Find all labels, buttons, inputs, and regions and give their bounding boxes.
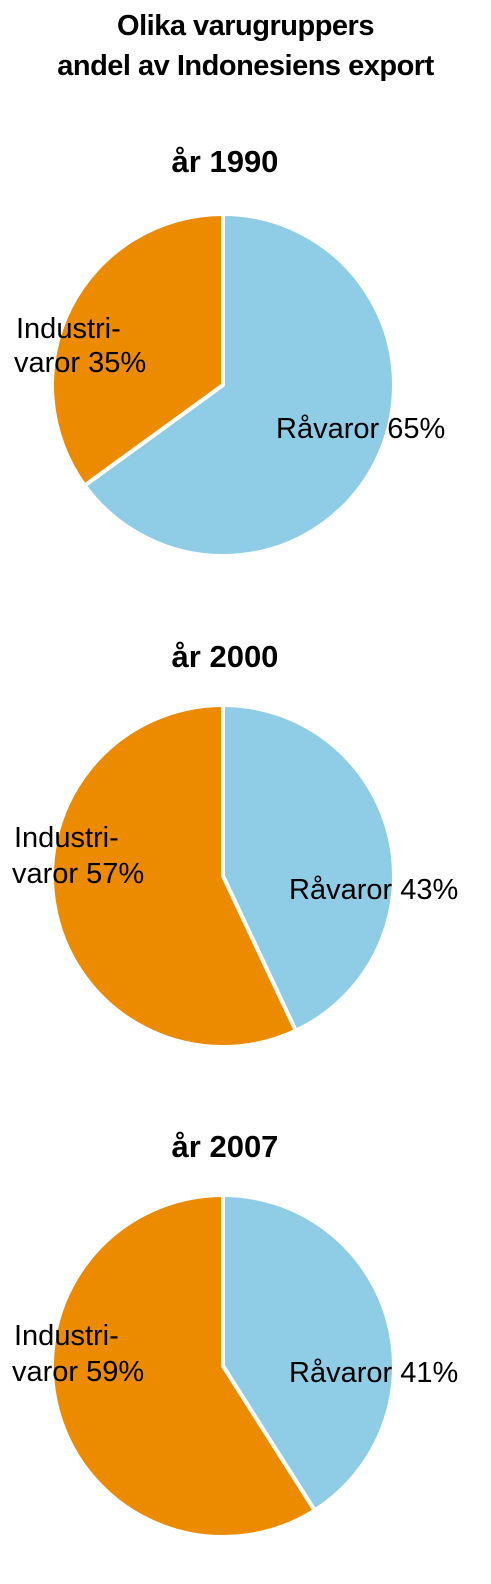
title-line-1: Olika varugruppers (117, 10, 374, 42)
label-ravaror-2007: Råvaror 41% (289, 1357, 458, 1389)
label-ravaror-1990: Råvaror 65% (276, 413, 445, 445)
label-industrivaror-1990-line1: Industri- (16, 313, 121, 345)
pie-chart-2000: år 2000 Industri- varor 57% Råvaror 43% (12, 639, 458, 1049)
pie-title-2000: år 2000 (172, 639, 279, 674)
pie-chart-1990: år 1990 Industri- varor 35% Råvaror 65% (14, 144, 445, 558)
slice-industrivaror-1990 (50, 212, 225, 488)
label-industrivaror-2000-line1: Industri- (14, 822, 119, 854)
slice-ravaror-2000 (221, 703, 397, 1033)
title-line-2: andel av Indonesiens export (57, 50, 434, 82)
pie-chart-2007: år 2007 Industri- varor 59% Råvaror 41% (12, 1129, 458, 1539)
label-industrivaror-1990-line2: varor 35% (14, 347, 146, 379)
slice-ravaror-1990 (82, 212, 397, 558)
slice-industrivaror-2000 (50, 703, 298, 1049)
label-industrivaror-2007-line1: Industri- (14, 1320, 119, 1352)
pie-title-2007: år 2007 (172, 1129, 279, 1164)
label-ravaror-2000: Råvaror 43% (289, 874, 458, 906)
slice-industrivaror-2007 (50, 1193, 317, 1539)
label-industrivaror-2000-line2: varor 57% (12, 858, 144, 890)
label-industrivaror-2007-line2: varor 59% (12, 1356, 144, 1388)
pie-title-1990: år 1990 (172, 144, 279, 179)
chart-title: Olika varugruppers andel av Indonesiens … (0, 6, 491, 86)
